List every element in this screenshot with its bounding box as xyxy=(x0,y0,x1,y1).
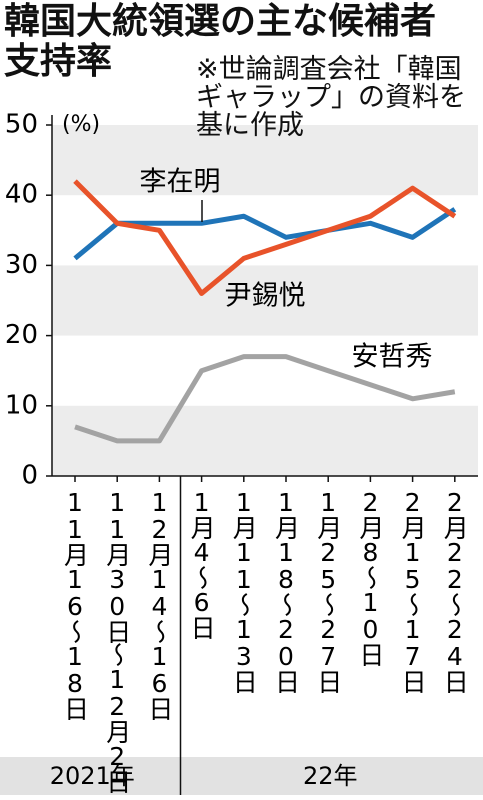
y-tick-label: 0 xyxy=(21,461,38,491)
x-tick-label: 1月18～20日 xyxy=(272,488,301,694)
x-tick-label: 2月22～24日 xyxy=(440,488,469,694)
x-tick-label: 11月30日～12月2日 xyxy=(103,488,132,794)
y-unit: (%) xyxy=(62,112,100,137)
y-tick-label: 40 xyxy=(5,180,38,210)
y-tick-label: 20 xyxy=(5,320,38,350)
background-band xyxy=(52,265,478,336)
y-tick-label: 30 xyxy=(5,250,38,280)
x-tick-label: 2月8～10日 xyxy=(356,488,385,667)
y-tick-label: 50 xyxy=(5,110,38,140)
year-row xyxy=(0,757,483,795)
source-note: ※世論調査会社「韓国ギャラップ」の資料を基に作成 xyxy=(196,54,466,141)
year-label: 22年 xyxy=(303,762,358,790)
x-tick-label: 1月4～6日 xyxy=(187,488,216,640)
x-tick-label: 12月14～16日 xyxy=(145,488,174,721)
chart-title: 韓国大統領選の主な候補者支持率 xyxy=(4,1,437,82)
x-tick-label: 11月16～18日 xyxy=(61,488,90,721)
x-tick-label: 1月25～27日 xyxy=(314,488,343,694)
series-label: 安哲秀 xyxy=(352,342,433,373)
series-line xyxy=(73,207,457,261)
background-band xyxy=(52,125,478,196)
series-label: 尹錫悦 xyxy=(225,281,306,312)
y-tick-label: 10 xyxy=(5,390,38,420)
x-tick-label: 1月11～13日 xyxy=(229,488,258,694)
series-line xyxy=(74,354,456,444)
series-line xyxy=(73,179,457,296)
x-tick-label: 2月15～17日 xyxy=(398,488,427,694)
series-label: 李在明 xyxy=(140,167,221,198)
year-label: 2021年 xyxy=(50,762,135,790)
